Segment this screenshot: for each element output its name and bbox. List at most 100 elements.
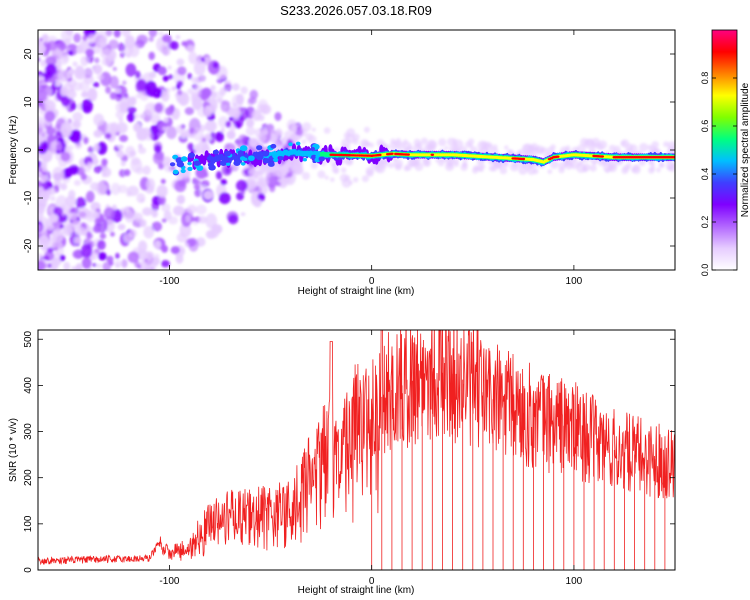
heatmap-noise-blob (191, 77, 198, 84)
y-tick-label: 10 (23, 96, 34, 108)
heatmap-noise-blob (226, 130, 236, 140)
heatmap-noise-blob (116, 126, 121, 132)
heatmap-halo-blob (245, 126, 256, 136)
heatmap-halo-blob (345, 133, 356, 144)
spectrogram-x-ticks: -100 0 100 (159, 30, 583, 287)
heatmap-noise-blob (60, 86, 68, 96)
heatmap-halo-blob (435, 158, 440, 163)
heatmap-noise-blob (76, 262, 83, 270)
heatmap-noise-blob (220, 100, 231, 113)
heatmap-halo-blob (280, 138, 285, 143)
heatmap-noise-blob (162, 34, 172, 43)
heatmap-noise-blob (154, 253, 160, 259)
heatmap-noise-blob (103, 207, 116, 220)
ridge-knot (176, 161, 185, 168)
heatmap-noise-blob (129, 150, 137, 157)
heatmap-halo-blob (310, 161, 318, 169)
heatmap-noise-blob (83, 67, 93, 79)
heatmap-noise-blob (178, 96, 187, 105)
heatmap-noise-blob (119, 52, 126, 58)
heatmap-noise-blob (154, 144, 162, 153)
heatmap-noise-blob (94, 57, 100, 64)
heatmap-halo-blob (264, 171, 272, 179)
heatmap-noise-blob (142, 127, 151, 137)
heatmap-noise-blob (38, 57, 41, 63)
spectrogram-x-label: Height of straight line (km) (298, 286, 415, 297)
ridge-knot (180, 168, 186, 174)
snr-series-line (38, 330, 675, 566)
heatmap-noise-blob (47, 40, 58, 51)
heatmap-noise-blob (72, 249, 84, 259)
heatmap-noise-blob (125, 63, 137, 77)
heatmap-halo-blob (620, 139, 630, 148)
heatmap-noise-blob (52, 229, 64, 243)
ridge-knot (302, 158, 307, 162)
snr-plot-area (38, 330, 675, 570)
x-tick-label: -100 (159, 576, 179, 587)
heatmap-halo-blob (651, 141, 659, 149)
heatmap-noise-blob (38, 180, 42, 188)
heatmap-noise-blob (127, 106, 137, 114)
heatmap-noise-blob (163, 117, 169, 123)
heatmap-halo-blob (408, 157, 419, 167)
heatmap-noise-blob (92, 263, 97, 267)
heatmap-noise-blob (100, 41, 107, 48)
ridge-knot (270, 143, 277, 149)
heatmap-halo-blob (248, 167, 256, 175)
heatmap-noise-blob (59, 224, 65, 229)
heatmap-noise-blob (47, 134, 56, 142)
heatmap-noise-blob (70, 129, 82, 144)
heatmap-halo-blob (366, 169, 374, 177)
ridge-band-red (378, 153, 382, 157)
heatmap-halo-blob (330, 177, 335, 182)
y-tick-label: 200 (23, 469, 34, 486)
ridge-knot (223, 150, 231, 157)
y-tick-label: 300 (23, 423, 34, 440)
heatmap-noise-blob (215, 131, 225, 143)
heatmap-noise-blob (55, 149, 61, 154)
heatmap-noise-blob (224, 166, 231, 174)
heatmap-noise-blob (93, 143, 100, 152)
heatmap-noise-blob (246, 118, 255, 128)
heatmap-noise-blob (38, 185, 45, 197)
heatmap-noise-blob (48, 213, 59, 223)
heatmap-noise-blob (176, 194, 186, 205)
heatmap-noise-blob (61, 96, 70, 107)
heatmap-noise-blob (185, 214, 191, 223)
heatmap-noise-blob (121, 30, 131, 38)
snr-x-label: Height of straight line (km) (298, 585, 415, 596)
heatmap-noise-blob (144, 251, 154, 260)
heatmap-halo-blob (467, 138, 475, 145)
heatmap-noise-blob (100, 48, 113, 60)
heatmap-halo-blob (323, 127, 331, 134)
heatmap-noise-blob (238, 134, 248, 143)
heatmap-noise-blob (257, 193, 266, 201)
heatmap-noise-blob (176, 58, 185, 66)
heatmap-noise-blob (121, 259, 128, 268)
heatmap-halo-blob (390, 138, 396, 144)
colorbar: 0.0 0.2 0.4 0.6 0.8 Normalized spectral ampl… (700, 29, 750, 276)
heatmap-noise-blob (176, 80, 183, 87)
heatmap-noise-blob (128, 43, 140, 58)
colorbar-tick-label: 0.4 (700, 168, 710, 181)
heatmap-noise-blob (105, 86, 111, 94)
heatmap-noise-blob (95, 263, 102, 269)
heatmap-noise-blob (57, 242, 64, 250)
heatmap-noise-blob (84, 232, 93, 243)
heatmap-noise-blob (72, 111, 83, 122)
ridge-band-red (406, 153, 410, 156)
heatmap-noise-blob (218, 192, 231, 205)
heatmap-noise-blob (46, 247, 54, 253)
heatmap-noise-blob (157, 131, 163, 137)
heatmap-noise-blob (134, 212, 143, 222)
heatmap-noise-blob (157, 121, 168, 132)
heatmap-halo-blob (363, 126, 370, 133)
heatmap-noise-blob (215, 171, 223, 180)
heatmap-noise-blob (117, 184, 128, 194)
heatmap-noise-blob (117, 42, 126, 52)
heatmap-noise-blob (173, 205, 185, 216)
heatmap-noise-blob (223, 83, 233, 92)
ridge-band-red (390, 152, 394, 155)
heatmap-noise-blob (38, 119, 46, 136)
